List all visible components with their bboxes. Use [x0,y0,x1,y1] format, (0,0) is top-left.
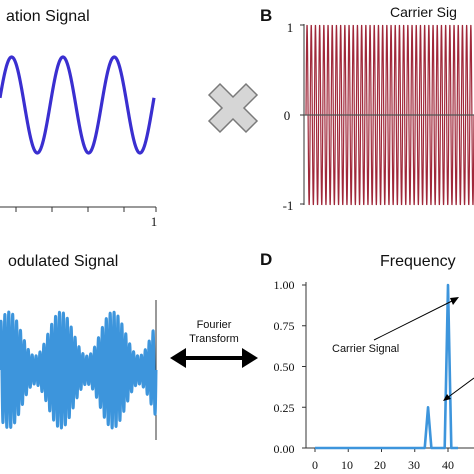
panel-a-x-tick-label-end: 1 [151,214,158,229]
panel-d-title: Frequency [380,253,456,270]
panel-d-x-tick-label-30: 30 [408,458,420,472]
panel-d-x-tick-label-20: 20 [374,458,386,472]
multiply-cross-icon [207,82,259,134]
panel-d-y-tick-label-000: 0.00 [274,442,295,456]
arrowhead-left-icon [170,348,186,368]
fourier-transform-arrow: Fourier Transform [170,319,258,368]
panel-a-modulation-wave [0,55,156,155]
panel-b: B Carrier Sig 1 0 -1 [260,4,474,213]
carrier-annotation-arrowhead-icon [450,297,459,305]
panel-d-y-tick-label-050: 0.50 [274,360,295,374]
panel-d-x-tick-label-10: 10 [341,458,353,472]
panel-a-title: ation Signal [6,8,90,25]
fourier-label-line2: Transform [189,333,239,345]
fourier-label-line1: Fourier [197,319,232,331]
panel-c-title: odulated Signal [8,253,118,270]
panel-c: odulated Signal [0,253,158,440]
panel-a-x-ticks [15,207,157,212]
panel-c-modulated-wave [0,310,158,430]
panel-b-y-ticks [300,24,304,205]
panel-d-y-tick-label-075: 0.75 [274,319,295,333]
panel-b-y-tick-label-neg1: -1 [283,198,294,213]
panel-d-x-tick-label-0: 0 [312,458,318,472]
panel-b-y-tick-label-0: 0 [284,108,291,123]
sideband-annotation-arrow-line [446,377,474,399]
panel-b-y-tick-label-1: 1 [287,20,294,35]
arrowhead-right-icon [242,348,258,368]
panel-d-y-tick-label-025: 0.25 [274,401,295,415]
panel-d-letter: D [260,250,272,269]
panel-b-title: Carrier Sig [390,4,457,20]
sideband-annotation-arrowhead-icon [443,394,451,401]
panel-d: D Frequency 1.00 0.75 0.50 0.25 0.00 0 1… [260,250,474,472]
carrier-signal-annotation: Carrier Signal [332,343,399,355]
panel-d-spectrum-line [315,283,458,450]
panel-a: ation Signal 1 [0,8,157,229]
panel-b-letter: B [260,6,272,25]
panel-d-y-tick-label-100: 1.00 [274,278,295,292]
carrier-annotation-arrow-line [373,299,455,341]
panel-d-x-tick-label-40: 40 [442,458,454,472]
